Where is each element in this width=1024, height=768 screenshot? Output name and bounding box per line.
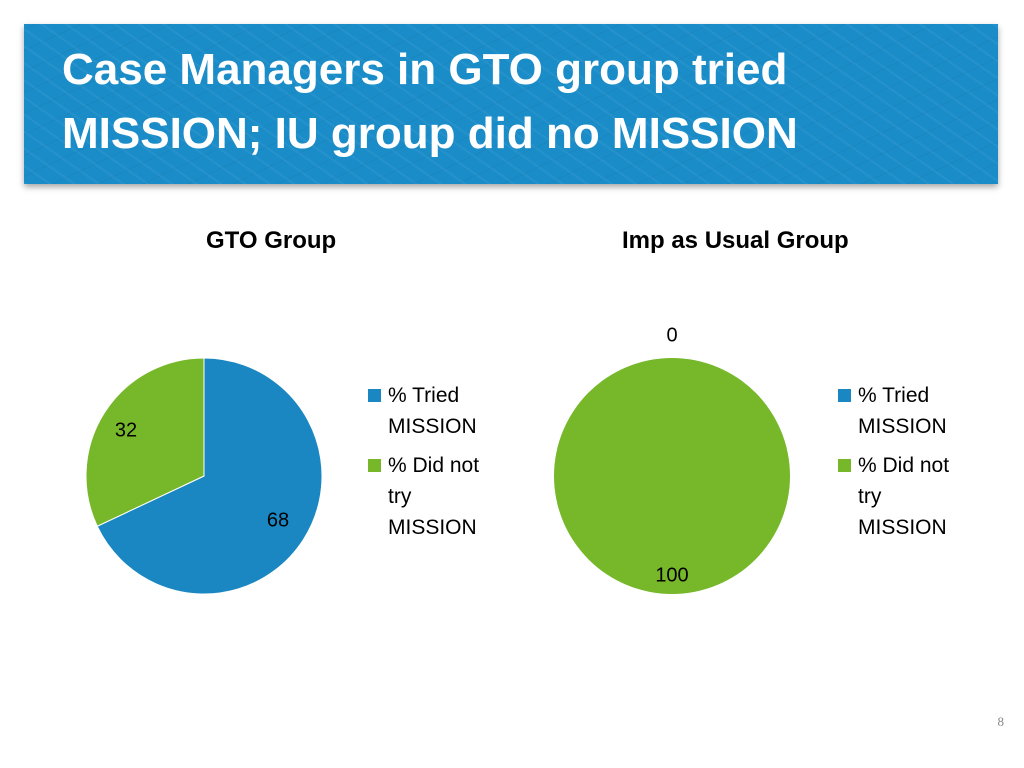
pie-chart: 68 32 <box>85 357 323 595</box>
legend-label-line: % Did not <box>388 454 480 477</box>
legend-label-line: % Did not <box>858 454 950 477</box>
legend-label-line: MISSION <box>388 516 477 539</box>
legend-item-tried: % Tried MISSION <box>368 380 518 442</box>
data-label-did-not-try-mission: 100 <box>655 564 688 586</box>
legend-label-line: MISSION <box>858 516 947 539</box>
legend-label-line: MISSION <box>858 415 947 438</box>
legend-label-line: MISSION <box>388 415 477 438</box>
data-label-did-not-try-mission: 32 <box>115 419 137 441</box>
pie-slice-did-not-try-mission <box>554 358 790 594</box>
iu-group-chart: Imp as Usual Group 0 100 % Tried MISSION … <box>500 225 970 625</box>
legend-label-line: % Tried <box>388 384 460 407</box>
pie-slice-did-not-try-mission <box>85 357 205 527</box>
legend-label-tried: % Tried MISSION <box>388 380 498 442</box>
pie-chart: 0 100 <box>554 324 790 594</box>
slide-title-line-1: Case Managers in GTO group tried <box>62 45 788 94</box>
legend-item-did-not-try: % Did not try MISSION <box>368 450 518 543</box>
legend-item-did-not-try: % Did not try MISSION <box>838 450 988 543</box>
data-label-tried-mission: 0 <box>666 324 677 346</box>
legend-label-did-not-try: % Did not try MISSION <box>858 450 968 543</box>
legend-swatch-did-not-try <box>838 459 851 472</box>
legend-label-line: try <box>388 485 412 508</box>
legend-swatch-tried <box>368 389 381 402</box>
chart-legend: % Tried MISSION % Did not try MISSION <box>368 380 518 551</box>
banner-texture <box>24 24 998 184</box>
legend-swatch-tried <box>838 389 851 402</box>
gto-group-chart: GTO Group 68 32 % Tried MISSION % Did not… <box>30 225 500 625</box>
page-number: 8 <box>997 714 1005 729</box>
legend-swatch-did-not-try <box>368 459 381 472</box>
legend-label-line: % Tried <box>858 384 930 407</box>
legend-item-tried: % Tried MISSION <box>838 380 988 442</box>
chart-legend: % Tried MISSION % Did not try MISSION <box>838 380 988 551</box>
pie-slice-tried-mission <box>96 357 323 595</box>
legend-label-did-not-try: % Did not try MISSION <box>388 450 498 543</box>
chart-title: GTO Group <box>206 227 337 254</box>
legend-label-tried: % Tried MISSION <box>858 380 968 442</box>
slide-title-line-2: MISSION; IU group did no MISSION <box>62 109 798 158</box>
chart-title: Imp as Usual Group <box>622 227 849 254</box>
data-label-tried-mission: 68 <box>267 509 289 531</box>
legend-label-line: try <box>858 485 882 508</box>
slide-title: Case Managers in GTO group tried MISSION… <box>62 38 982 166</box>
title-banner: Case Managers in GTO group tried MISSION… <box>24 24 998 184</box>
